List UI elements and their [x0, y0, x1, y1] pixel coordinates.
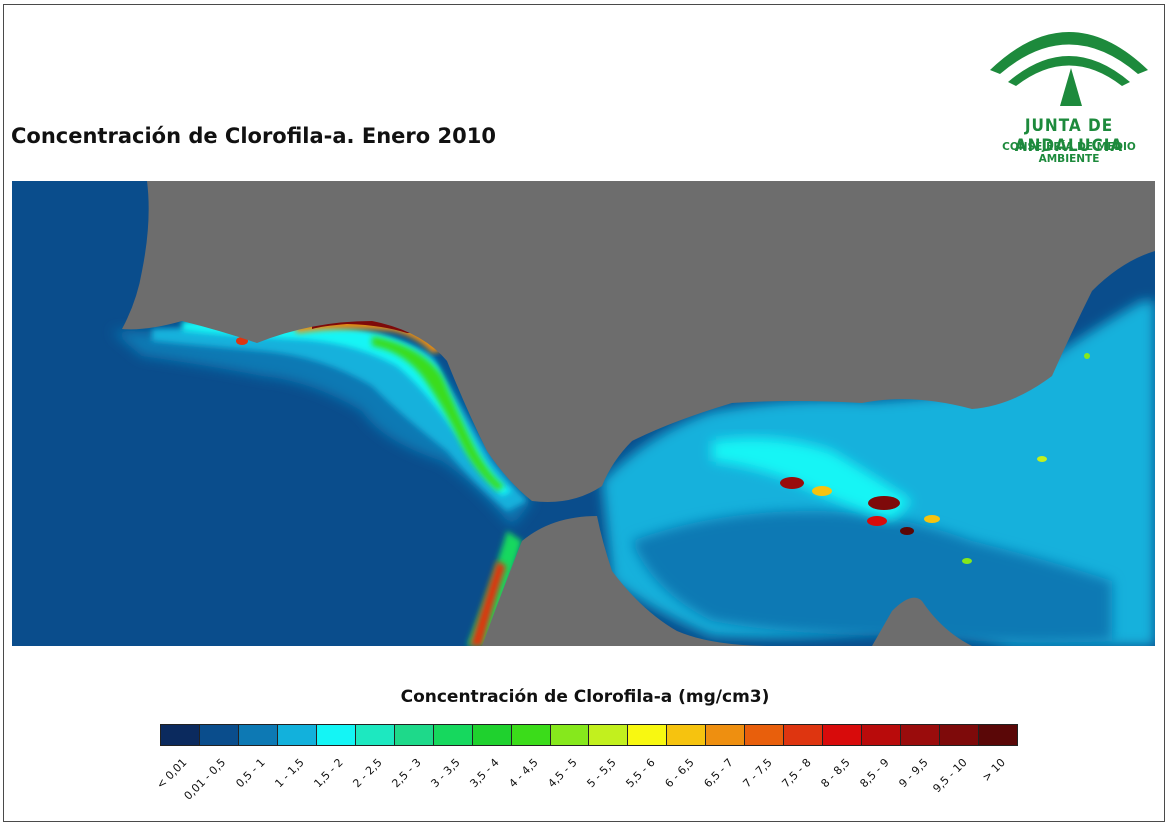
legend-swatch — [784, 725, 824, 745]
legend-swatch — [433, 725, 473, 745]
logo-name: JUNTA DE ANDALUCIA — [1014, 116, 1124, 156]
legend-swatch — [472, 725, 512, 745]
junta-andalucia-logo: JUNTA DE ANDALUCIA CONSEJERÍA DE MEDIO A… — [976, 12, 1162, 165]
legend-label: 2 - 2,5 — [349, 756, 385, 791]
legend-swatch — [199, 725, 239, 745]
bloom-spots — [236, 337, 1090, 564]
legend-label: 5 - 5,5 — [583, 756, 619, 791]
legend-title: Concentración de Clorofila-a (mg/cm3) — [400, 687, 770, 707]
african-land-east — [872, 597, 972, 646]
legend-label: 0,5 - 1 — [232, 756, 268, 791]
legend-swatch — [394, 725, 434, 745]
legend-swatch — [277, 725, 317, 745]
legend-swatch — [706, 725, 746, 745]
legend-swatch — [628, 725, 668, 745]
african-land — [482, 516, 772, 646]
legend-label: 4 - 4,5 — [505, 756, 541, 791]
legend-label: 1,5 - 2 — [310, 756, 346, 791]
legend-label: 3,5 - 4 — [466, 756, 502, 791]
logo-subtitle: CONSEJERÍA DE MEDIO AMBIENTE — [1002, 141, 1136, 165]
african-coast-hot — [470, 561, 506, 646]
legend-label: 7 - 7,5 — [739, 756, 775, 791]
mediterranean-open-sea — [632, 511, 1112, 643]
legend-label: 8,5 - 9 — [856, 756, 892, 791]
atlantic-green-band — [372, 336, 504, 491]
legend-label: 6 - 6,5 — [661, 756, 697, 791]
legend-label: 6,5 - 7 — [700, 756, 736, 791]
legend-label: > 10 — [979, 756, 1008, 785]
legend-swatch — [862, 725, 902, 745]
legend-swatch — [667, 725, 707, 745]
legend-swatch — [355, 725, 395, 745]
legend-swatch — [161, 725, 200, 745]
legend-color-scale — [160, 724, 1018, 746]
legend-label: 7,5 - 8 — [778, 756, 814, 791]
legend-swatch — [745, 725, 785, 745]
legend-swatch — [979, 725, 1017, 745]
legend-swatch — [238, 725, 278, 745]
legend-label: 2,5 - 3 — [388, 756, 424, 791]
legend-label: 9 - 9,5 — [895, 756, 931, 791]
chlorophyll-map — [12, 181, 1155, 646]
legend-swatch — [511, 725, 551, 745]
legend-label: 8 - 8,5 — [817, 756, 853, 791]
legend-swatch — [823, 725, 863, 745]
legend-swatch — [316, 725, 356, 745]
legend-label: 9,5 - 10 — [929, 756, 970, 796]
iberian-land — [122, 181, 1155, 502]
legend-label: 5,5 - 6 — [622, 756, 658, 791]
andalusia-arch-logo-icon — [990, 32, 1148, 106]
mediterranean-patch — [712, 437, 912, 521]
page-title: Concentración de Clorofila-a. Enero 2010 — [11, 124, 496, 148]
legend-label: 3 - 3,5 — [427, 756, 463, 791]
legend-swatch — [901, 725, 941, 745]
legend-swatch — [589, 725, 629, 745]
legend-swatch — [940, 725, 980, 745]
legend-label: 1 - 1,5 — [271, 756, 307, 791]
legend-label: 4,5 - 5 — [544, 756, 580, 791]
legend-swatch — [550, 725, 590, 745]
